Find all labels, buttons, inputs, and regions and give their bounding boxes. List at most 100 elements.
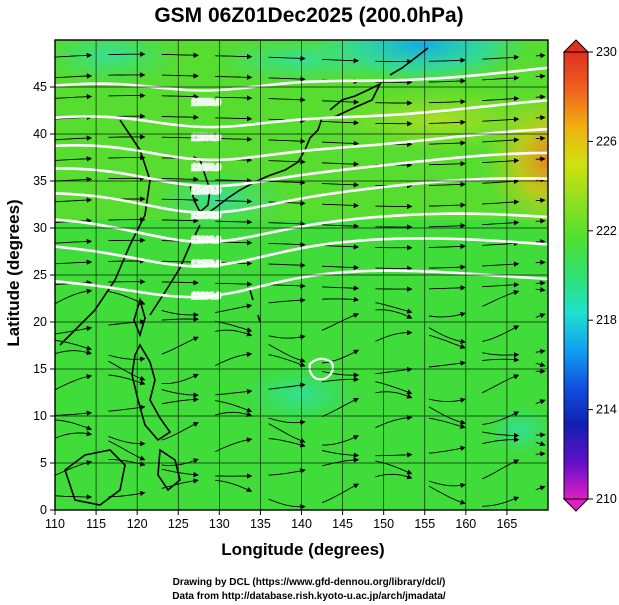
map-title: GSM 06Z01Dec2025 (200.0hPa) [154, 4, 463, 27]
x-tick-label: 120 [127, 517, 148, 531]
streamline-35 [321, 435, 360, 446]
cold-region-cyan-east [210, 40, 390, 85]
streamline-68 [482, 356, 520, 363]
streamline-98 [482, 289, 520, 307]
streamline-49 [535, 399, 546, 405]
x-tick-label: 130 [209, 517, 230, 531]
streamline-148 [482, 199, 520, 205]
y-tick-label: 20 [33, 315, 47, 329]
streamline-142 [161, 197, 199, 203]
streamline-118 [482, 261, 520, 267]
streamline-125 [321, 244, 360, 250]
y-tick-label: 40 [33, 127, 47, 141]
streamline-28 [482, 436, 520, 445]
streamline-157 [428, 181, 466, 188]
contour-label: 12450.0 [192, 163, 221, 172]
x-tick-label: 150 [373, 517, 394, 531]
streamline-1 [108, 490, 146, 498]
streamline-34 [268, 423, 306, 443]
x-tick-label: 155 [414, 517, 435, 531]
streamline-20 [55, 430, 93, 439]
streamline-21 [108, 440, 146, 461]
streamline-107 [428, 285, 466, 291]
streamline-154 [268, 179, 306, 186]
credit-data-source: Data from http://database.rish.kyoto-u.a… [172, 591, 446, 602]
streamline-6 [375, 473, 413, 480]
colorbar-tick-label: 214 [596, 403, 617, 417]
streamline-19 [535, 451, 546, 457]
x-tick-label: 125 [168, 517, 189, 531]
streamline-52 [161, 389, 199, 398]
streamline-187 [428, 119, 466, 125]
streamline-15 [321, 457, 360, 467]
streamline-127 [428, 243, 466, 250]
y-tick-label: 0 [40, 503, 47, 517]
streamline-82 [161, 316, 199, 322]
streamline-174 [268, 138, 306, 144]
streamline-190 [55, 93, 93, 100]
streamline-51 [108, 374, 146, 386]
streamline-192 [161, 93, 199, 100]
height-contour-closed [308, 357, 334, 381]
coastline-borneo [64, 449, 126, 506]
streamline-149 [535, 197, 546, 204]
streamline-78 [482, 352, 520, 358]
streamline-22 [161, 458, 199, 466]
y-tick-label: 10 [33, 409, 47, 423]
colorbar-top-triangle [562, 39, 590, 53]
colorbar-tick-label: 222 [596, 224, 617, 238]
streamline-124 [268, 241, 306, 248]
streamline-175 [321, 140, 360, 147]
x-tick-label: 110 [45, 517, 65, 531]
streamline-135 [321, 223, 360, 229]
streamline-37 [428, 417, 466, 429]
streamline-203 [215, 74, 253, 80]
streamline-102 [161, 280, 199, 286]
streamline-66 [375, 366, 413, 375]
streamline-172 [161, 135, 199, 141]
colorbar-bottom-triangle [562, 498, 590, 512]
streamline-74 [268, 344, 306, 363]
streamline-79 [535, 348, 546, 355]
streamline-54 [268, 382, 306, 390]
x-tick-label: 145 [332, 517, 353, 531]
streamline-218 [482, 54, 520, 60]
streamline-0 [55, 494, 93, 500]
streamline-137 [428, 223, 466, 229]
streamline-182 [161, 114, 199, 120]
streamline-80 [55, 325, 93, 335]
streamline-46 [375, 391, 413, 399]
streamline-24 [268, 438, 306, 448]
streamline-86 [375, 309, 413, 319]
streamline-177 [428, 140, 466, 146]
streamline-97 [428, 311, 466, 318]
y-axis-ticks: 0 5 10 15 20 25 30 35 40 45 [33, 80, 55, 517]
coastline-luzon [131, 343, 172, 442]
streamline-69 [535, 361, 546, 368]
streamline-185 [321, 120, 360, 126]
streamline-84 [268, 334, 306, 340]
streamline-197 [428, 99, 466, 105]
streamline-128 [482, 240, 520, 247]
coastline-ogasawara [249, 289, 261, 323]
streamline-60 [55, 349, 93, 355]
y-tick-label: 15 [33, 362, 47, 376]
streamline-143 [215, 198, 253, 205]
colorbar-tick-label: 210 [596, 492, 617, 506]
streamline-2 [161, 478, 199, 489]
y-tick-label: 5 [40, 456, 47, 470]
streamline-36 [375, 415, 413, 429]
streamline-147 [428, 202, 466, 208]
streamline-14 [268, 468, 306, 476]
x-tick-label: 165 [496, 517, 517, 531]
x-axis-label: Longitude (degrees) [221, 540, 384, 559]
x-tick-label: 115 [86, 517, 106, 531]
streamline-32 [161, 422, 199, 441]
streamline-40 [55, 410, 93, 416]
streamline-178 [482, 137, 520, 143]
streamline-117 [428, 264, 466, 270]
streamline-120 [55, 238, 93, 245]
plot-area: 12550.0 12500.0 12450.0 12400.0 12350.0 12300… [55, 40, 548, 510]
streamline-67 [428, 360, 466, 368]
streamline-83 [215, 320, 253, 333]
